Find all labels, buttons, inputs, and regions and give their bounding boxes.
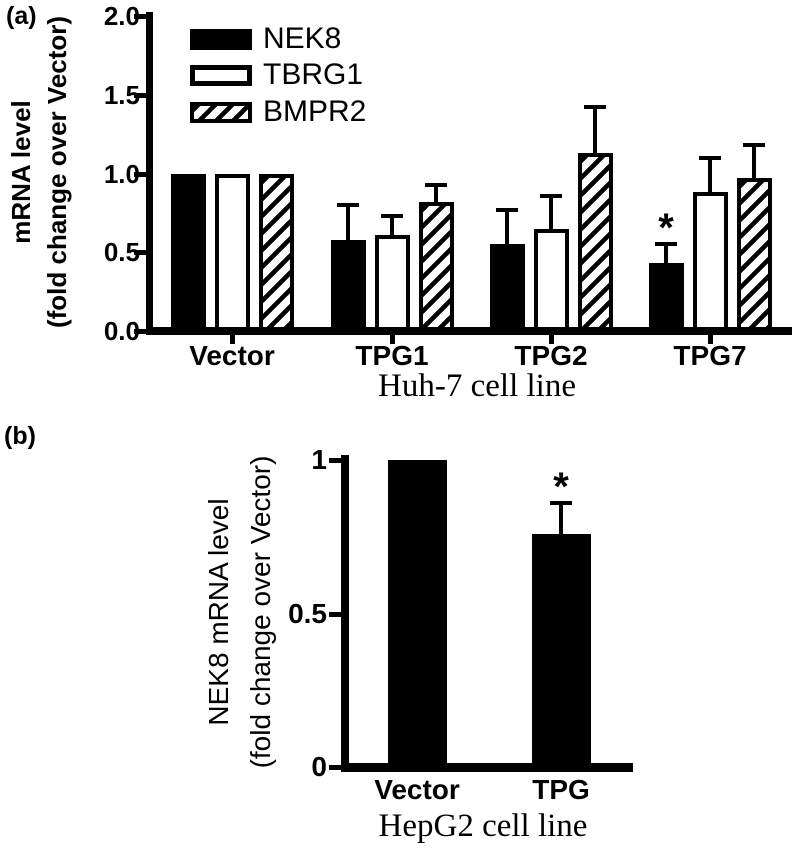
error-bar-line [664, 244, 668, 264]
y-axis-line [146, 12, 153, 335]
category-tick-mark [230, 335, 235, 344]
bar [736, 178, 772, 331]
bar [577, 153, 613, 331]
error-bar-line [752, 145, 756, 179]
y-tick-mark [134, 250, 148, 256]
category-label: Vector [374, 774, 460, 805]
legend-label: NEK8 [263, 22, 342, 55]
bar [489, 244, 525, 331]
bar [214, 173, 250, 331]
x-axis-line [146, 327, 792, 335]
error-bar-line [346, 205, 350, 240]
bar [648, 263, 684, 331]
error-bar-cap [584, 105, 606, 110]
error-bar-cap [381, 214, 403, 219]
bar [170, 173, 206, 331]
legend-swatch [190, 28, 252, 50]
bar [330, 239, 366, 331]
y-tick-mark [134, 14, 148, 19]
y-tick-label: 1.0 [103, 158, 140, 189]
error-bar-line [390, 216, 394, 235]
error-bar-cap [655, 242, 677, 247]
error-bar-cap [425, 182, 447, 187]
error-bar-line [593, 107, 597, 154]
error-bar-line [505, 209, 509, 245]
panel-a-letter: (a) [6, 2, 37, 30]
error-bar-cap [540, 193, 562, 198]
y-tick-label: 0.0 [103, 316, 140, 346]
y-tick-mark [134, 171, 148, 177]
error-bar-line [434, 184, 438, 202]
bar [692, 192, 728, 331]
category-label: Vector [189, 340, 275, 371]
legend-label: TBRG1 [263, 58, 364, 91]
category-label: TPG7 [673, 340, 747, 371]
x-axis-line [341, 763, 633, 772]
bar [387, 460, 447, 767]
y-tick-label: 0.5 [103, 237, 140, 268]
category-label: TPG2 [514, 340, 588, 371]
panel-b-x-axis-title: HepG2 cell line [378, 808, 588, 844]
error-bar-line [549, 195, 553, 229]
legend-swatch [190, 101, 252, 123]
y-axis-line [341, 455, 349, 772]
bar [533, 228, 569, 331]
y-tick-mark [329, 765, 343, 770]
y-tick-label: 0 [311, 751, 327, 782]
bar [258, 173, 294, 331]
error-bar-cap [337, 203, 359, 207]
bar [418, 201, 454, 331]
legend-swatch [190, 64, 252, 86]
error-bar-cap [550, 500, 572, 505]
y-tick-mark [329, 458, 343, 463]
y-tick-label: 0.5 [288, 597, 327, 629]
significance-asterisk: * [553, 464, 569, 509]
error-bar-line [708, 157, 712, 193]
panel-a-x-axis-title: Huh-7 cell line [378, 368, 576, 404]
error-bar-cap [699, 155, 721, 160]
y-tick-mark [329, 611, 343, 617]
y-tick-mark [134, 92, 148, 98]
legend-label: BMPR2 [263, 95, 367, 128]
y-tick-label: 2.0 [103, 1, 140, 31]
y-tick-label: 1.5 [103, 79, 140, 110]
significance-asterisk: * [658, 206, 674, 251]
error-bar-cap [743, 143, 765, 148]
category-label: TPG1 [355, 340, 429, 371]
y-tick-mark [134, 329, 148, 334]
bar [374, 234, 410, 331]
y-tick-label: 1 [311, 444, 327, 475]
error-bar-cap [496, 207, 518, 212]
bar [531, 533, 591, 767]
error-bar-line [559, 502, 563, 534]
panel-b-letter: (b) [4, 422, 36, 450]
category-tick-mark [708, 335, 713, 344]
category-label: TPG [532, 774, 590, 805]
category-tick-mark [549, 335, 554, 344]
category-tick-mark [390, 335, 395, 344]
